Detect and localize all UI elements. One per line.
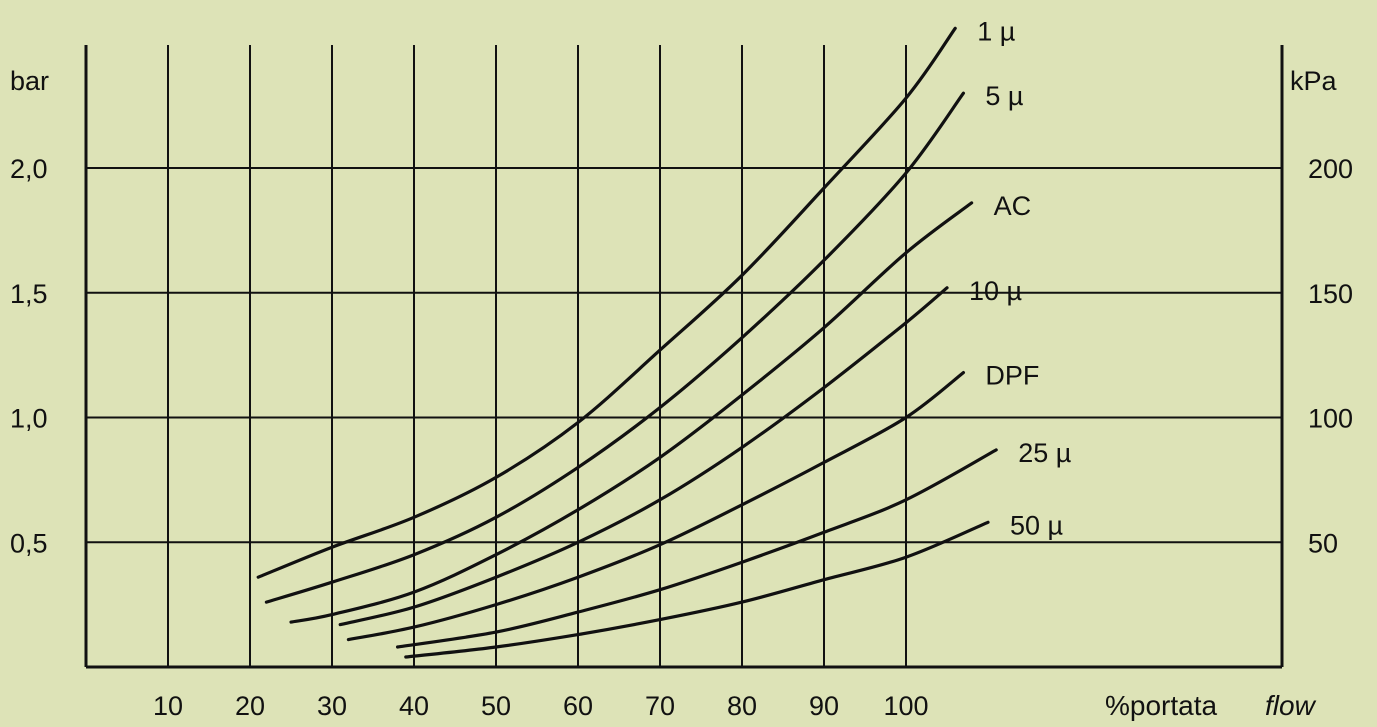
y-tick-label-left: 1,0 [10, 404, 48, 434]
x-tick-label: 90 [809, 691, 839, 721]
x-tick-label: 50 [481, 691, 511, 721]
y-tick-label-right: 100 [1308, 404, 1353, 434]
y-unit-right-label: kPa [1290, 66, 1338, 96]
curves [258, 28, 996, 657]
series-label: DPF [985, 361, 1039, 391]
y-tick-label-left: 1,5 [10, 279, 48, 309]
x-tick-label: 10 [153, 691, 183, 721]
series-label: 50 µ [1010, 510, 1063, 540]
y-tick-label-right: 150 [1308, 279, 1353, 309]
x-tick-label: 30 [317, 691, 347, 721]
y-tick-label-left: 2,0 [10, 154, 48, 184]
x-unit-label-italic: flow [1265, 690, 1317, 721]
y-unit-left-label: bar [10, 66, 49, 96]
x-tick-label: 80 [727, 691, 757, 721]
y-tick-label-left: 0,5 [10, 528, 48, 558]
series-label: AC [994, 191, 1032, 221]
series-label: 1 µ [977, 16, 1015, 46]
x-tick-label: 40 [399, 691, 429, 721]
x-tick-label: 100 [883, 691, 928, 721]
x-tick-label: 60 [563, 691, 593, 721]
series-line [291, 203, 972, 622]
series-label: 25 µ [1018, 438, 1071, 468]
series-line [340, 288, 947, 625]
series-label: 5 µ [985, 81, 1023, 111]
series-label: 10 µ [969, 276, 1022, 306]
y-tick-label-right: 50 [1308, 528, 1338, 558]
x-tick-label: 20 [235, 691, 265, 721]
y-tick-label-right: 200 [1308, 154, 1353, 184]
x-unit-label: %portata [1105, 690, 1217, 721]
x-tick-label: 70 [645, 691, 675, 721]
